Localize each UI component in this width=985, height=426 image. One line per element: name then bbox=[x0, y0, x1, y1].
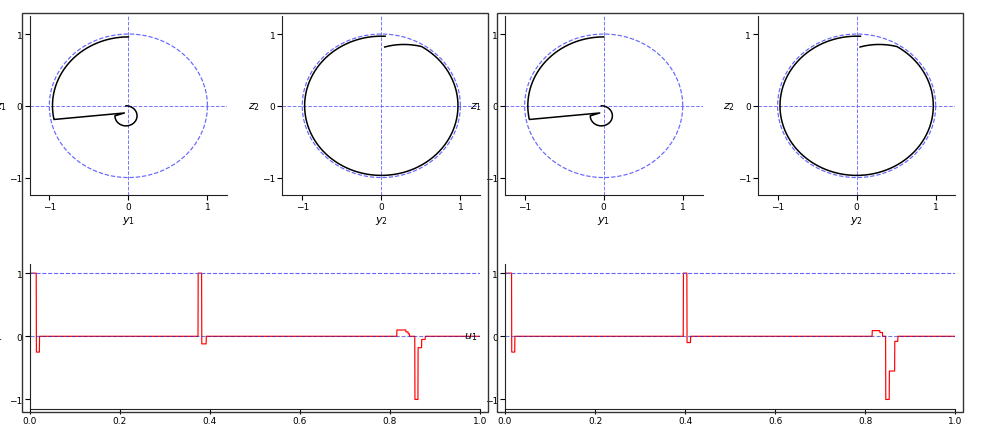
X-axis label: $y_2$: $y_2$ bbox=[375, 215, 388, 227]
Y-axis label: $z_2$: $z_2$ bbox=[248, 101, 260, 112]
Y-axis label: $u_1$: $u_1$ bbox=[464, 331, 478, 343]
Y-axis label: $z_2$: $z_2$ bbox=[723, 101, 736, 112]
Y-axis label: $u_1$: $u_1$ bbox=[0, 331, 2, 343]
X-axis label: $y_1$: $y_1$ bbox=[122, 215, 135, 227]
Y-axis label: $z_1$: $z_1$ bbox=[470, 101, 483, 112]
X-axis label: $y_2$: $y_2$ bbox=[850, 215, 863, 227]
X-axis label: $y_1$: $y_1$ bbox=[597, 215, 611, 227]
Y-axis label: $z_1$: $z_1$ bbox=[0, 101, 7, 112]
